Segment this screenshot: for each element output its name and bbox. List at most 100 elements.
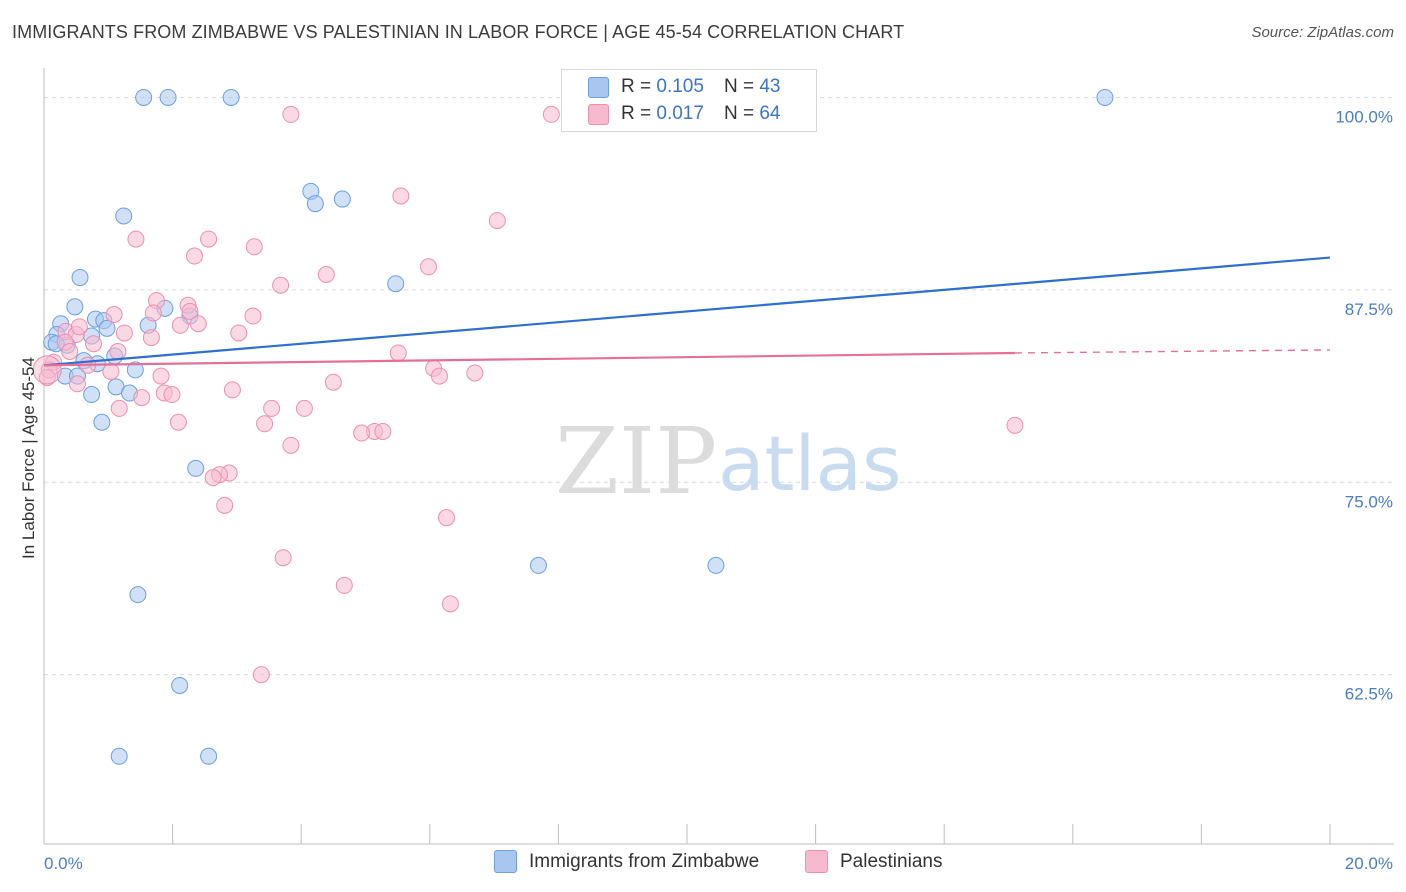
stats-r-value: 0.105 <box>656 76 704 97</box>
point-palestinians <box>244 307 262 325</box>
axes <box>43 68 1394 845</box>
point-zimbabwe <box>529 556 547 574</box>
point-palestinians <box>542 105 560 123</box>
point-zimbabwe <box>98 319 116 337</box>
point-zimbabwe <box>66 298 84 316</box>
trend-lines <box>43 256 1331 367</box>
point-palestinians <box>133 389 151 407</box>
point-palestinians <box>127 230 145 248</box>
point-palestinians <box>282 436 300 454</box>
point-palestinians <box>295 399 313 417</box>
data-points <box>32 88 1114 765</box>
point-zimbabwe <box>93 413 111 431</box>
stats-n-value: 64 <box>759 103 781 124</box>
stats-row-palestinians: R = 0.017 N = 64 <box>588 101 780 127</box>
point-palestinians <box>245 238 263 256</box>
x-tick-label: 0.0% <box>44 854 83 873</box>
source-label: Source: ZipAtlas.com <box>1251 24 1394 41</box>
point-palestinians <box>181 302 199 320</box>
point-palestinians <box>110 399 128 417</box>
y-tick-label: 100.0% <box>1335 107 1393 126</box>
stats-legend: R = 0.105 N = 43 R = 0.017 N = 64 <box>561 69 817 132</box>
trend-line-zimbabwe <box>43 256 1331 367</box>
point-palestinians <box>200 230 218 248</box>
point-palestinians <box>488 212 506 230</box>
point-palestinians <box>216 496 234 514</box>
stats-r-value: 0.017 <box>656 103 704 124</box>
point-palestinians <box>169 413 187 431</box>
point-palestinians <box>282 105 300 123</box>
point-zimbabwe <box>135 88 153 106</box>
legend-item-palestinians[interactable]: Palestinians <box>805 850 942 873</box>
point-palestinians <box>144 304 162 322</box>
point-zimbabwe <box>110 747 128 765</box>
point-zimbabwe <box>333 190 351 208</box>
point-palestinians <box>142 329 160 347</box>
point-palestinians <box>263 399 281 417</box>
point-palestinians <box>152 367 170 385</box>
point-zimbabwe <box>222 88 240 106</box>
point-zimbabwe <box>159 88 177 106</box>
point-palestinians <box>85 335 103 353</box>
point-palestinians <box>274 549 292 567</box>
point-palestinians <box>324 373 342 391</box>
point-palestinians <box>430 367 448 385</box>
point-palestinians <box>70 318 88 336</box>
legend-swatch-zimbabwe <box>494 850 517 873</box>
stats-n-value: 43 <box>759 76 781 97</box>
point-zimbabwe <box>306 195 324 213</box>
stats-swatch-zimbabwe <box>588 76 609 98</box>
grid-lines <box>44 96 1394 676</box>
point-zimbabwe <box>200 747 218 765</box>
point-palestinians <box>353 424 371 442</box>
point-palestinians <box>335 576 353 594</box>
point-zimbabwe <box>129 586 147 604</box>
trend-line-palestinians-extrapolated <box>1014 349 1331 354</box>
point-palestinians <box>102 362 120 380</box>
point-zimbabwe <box>187 459 205 477</box>
stats-swatch-palestinians <box>588 103 609 125</box>
y-tick-label: 87.5% <box>1345 300 1393 319</box>
point-palestinians <box>38 369 56 387</box>
point-palestinians <box>189 315 207 333</box>
point-palestinians <box>109 342 127 360</box>
watermark-atlas: atlas <box>718 419 902 508</box>
point-palestinians <box>68 375 86 393</box>
chart-title: IMMIGRANTS FROM ZIMBABWE VS PALESTINIAN … <box>12 22 905 42</box>
y-tick-label: 75.0% <box>1345 492 1393 511</box>
point-zimbabwe <box>83 386 101 404</box>
legend-label-palestinians: Palestinians <box>840 850 943 872</box>
point-palestinians <box>1006 416 1024 434</box>
point-palestinians <box>171 316 189 334</box>
stats-r-label: R = <box>621 103 652 124</box>
point-palestinians <box>223 381 241 399</box>
stats-row-zimbabwe: R = 0.105 N = 43 <box>588 74 780 100</box>
point-zimbabwe <box>387 275 405 293</box>
legend-item-zimbabwe[interactable]: Immigrants from Zimbabwe <box>494 850 759 873</box>
point-palestinians <box>392 187 410 205</box>
point-palestinians <box>256 415 274 433</box>
point-palestinians <box>32 355 62 385</box>
point-palestinians <box>185 247 203 265</box>
y-axis-title: In Labor Force | Age 45-54 <box>19 357 38 559</box>
point-palestinians <box>61 342 79 360</box>
tick-labels: 100.0% 87.5% 75.0% 62.5% 0.0% 20.0% <box>44 107 1393 873</box>
point-palestinians <box>438 509 456 527</box>
point-palestinians <box>420 258 438 276</box>
legend-label-zimbabwe: Immigrants from Zimbabwe <box>529 850 760 872</box>
point-zimbabwe <box>115 207 133 225</box>
point-zimbabwe <box>1096 88 1114 106</box>
stats-n-label: N = <box>723 76 755 97</box>
point-zimbabwe <box>171 676 189 694</box>
point-palestinians <box>466 364 484 382</box>
point-palestinians <box>272 276 290 294</box>
point-palestinians <box>115 324 133 342</box>
watermark-zip: ZIP <box>555 408 717 515</box>
stats-n-label: N = <box>723 103 755 124</box>
point-palestinians <box>252 666 270 684</box>
point-palestinians <box>317 265 335 283</box>
point-zimbabwe <box>71 269 89 287</box>
y-tick-label: 62.5% <box>1345 685 1393 704</box>
point-zimbabwe <box>126 361 144 379</box>
